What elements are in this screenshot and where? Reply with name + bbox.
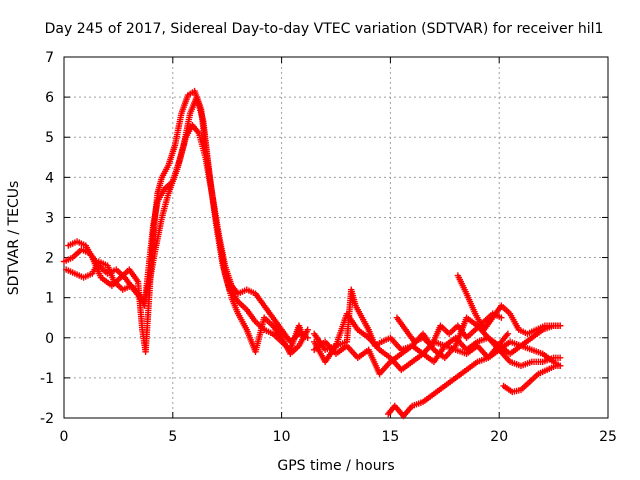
x-axis-label: GPS time / hours	[277, 458, 394, 474]
data-point	[300, 334, 307, 341]
series-track-7	[385, 330, 512, 420]
x-tick-label: 10	[273, 429, 291, 445]
data-point	[556, 322, 564, 329]
y-tick-label: 7	[45, 50, 54, 66]
plot-area	[60, 87, 564, 420]
y-tick-label: -1	[40, 371, 54, 387]
y-tick-label: 3	[45, 210, 54, 226]
data-point	[304, 326, 311, 333]
series-track-10	[393, 310, 505, 349]
x-tick-label: 0	[60, 429, 69, 445]
y-axis-label: SDTVAR / TECUs	[6, 181, 22, 296]
series-track-8	[454, 272, 564, 337]
y-tick-label: 4	[45, 170, 54, 186]
x-tick-label: 25	[599, 429, 617, 445]
data-point	[504, 330, 512, 337]
y-tick-label: 0	[45, 331, 54, 347]
data-point	[556, 362, 564, 370]
series-track-9	[500, 362, 564, 396]
plot-frame	[63, 56, 609, 419]
y-tick-label: -2	[40, 411, 54, 427]
x-tick-label: 15	[381, 429, 399, 445]
data-point	[556, 354, 564, 362]
y-tick-label: 5	[45, 130, 54, 146]
x-tick-labels: 0 5 10 15 20 25	[60, 429, 617, 445]
x-tick-label: 20	[490, 429, 508, 445]
series-track-3	[62, 93, 307, 354]
series-track-1	[60, 121, 311, 345]
series-track-6	[311, 310, 564, 374]
chart-title: Day 245 of 2017, Sidereal Day-to-day VTE…	[45, 21, 604, 37]
y-tick-label: 1	[45, 291, 54, 307]
y-tick-label: 6	[45, 90, 54, 106]
y-tick-label: 2	[45, 251, 54, 267]
x-tick-label: 5	[168, 429, 177, 445]
y-tick-labels: -2 -1 0 1 2 3 4 5 6 7	[40, 50, 54, 427]
data-point	[498, 314, 505, 321]
